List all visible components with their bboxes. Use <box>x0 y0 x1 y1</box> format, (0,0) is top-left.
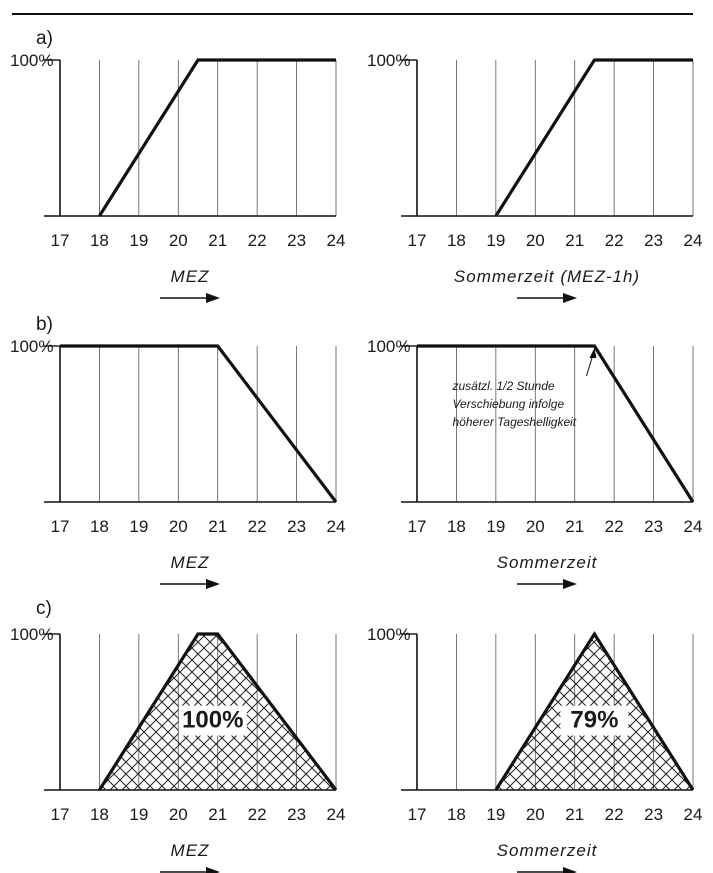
x-tick-label: 19 <box>129 805 148 824</box>
x-tick-label: 22 <box>605 517 624 536</box>
x-tick-label: 19 <box>129 517 148 536</box>
y-label-100: 100% <box>367 625 410 644</box>
data-line <box>496 60 693 216</box>
x-tick-label: 18 <box>447 231 466 250</box>
y-label-100: 100% <box>367 51 410 70</box>
annotation-text: Verschiebung infolge <box>452 397 564 411</box>
x-tick-label: 21 <box>565 805 584 824</box>
x-tick-label: 21 <box>208 805 227 824</box>
arrow-head-icon <box>563 293 577 303</box>
x-tick-label: 22 <box>605 805 624 824</box>
y-label-100: 100% <box>10 51 53 70</box>
x-tick-label: 19 <box>129 231 148 250</box>
x-tick-label: 18 <box>447 805 466 824</box>
panel-label: b) <box>36 314 53 335</box>
x-axis-title: Sommerzeit (MEZ-1h) <box>454 267 640 286</box>
y-label-100: 100% <box>367 337 410 356</box>
panel-label: c) <box>36 598 52 619</box>
arrow-head-icon <box>206 867 220 873</box>
x-tick-label: 21 <box>208 231 227 250</box>
x-tick-label: 17 <box>408 805 427 824</box>
x-axis-title: MEZ <box>171 267 210 286</box>
x-tick-label: 18 <box>90 805 109 824</box>
x-tick-label: 19 <box>486 517 505 536</box>
x-tick-label: 17 <box>51 231 70 250</box>
x-tick-label: 21 <box>565 231 584 250</box>
y-label-100: 100% <box>10 337 53 356</box>
annotation-text: höherer Tageshelligkeit <box>452 415 576 429</box>
x-tick-label: 24 <box>327 517 346 536</box>
arrow-head-icon <box>206 293 220 303</box>
x-tick-label: 24 <box>684 805 703 824</box>
x-tick-label: 20 <box>526 805 545 824</box>
x-tick-label: 23 <box>287 231 306 250</box>
x-tick-label: 20 <box>526 517 545 536</box>
x-tick-label: 22 <box>248 517 267 536</box>
chart-panel: 100% 17 18 19 20 21 22 23 24 Sommerzeit 79% <box>367 625 702 873</box>
x-axis-title: MEZ <box>171 553 210 572</box>
x-tick-label: 21 <box>565 517 584 536</box>
x-tick-label: 17 <box>408 231 427 250</box>
x-tick-label: 18 <box>90 231 109 250</box>
x-tick-label: 20 <box>526 231 545 250</box>
x-tick-label: 24 <box>327 805 346 824</box>
chart-panel: 100% 17 18 19 20 21 22 23 24 MEZ <box>10 51 345 303</box>
x-tick-label: 17 <box>51 517 70 536</box>
area-label: 100% <box>182 707 243 734</box>
x-tick-label: 23 <box>644 517 663 536</box>
x-tick-label: 22 <box>605 231 624 250</box>
x-tick-label: 23 <box>287 517 306 536</box>
x-tick-label: 19 <box>486 805 505 824</box>
x-tick-label: 22 <box>248 805 267 824</box>
area-label: 79% <box>570 707 618 734</box>
arrow-head-icon <box>206 579 220 589</box>
x-axis-title: Sommerzeit <box>497 553 598 572</box>
x-tick-label: 19 <box>486 231 505 250</box>
arrow-head-icon <box>563 579 577 589</box>
x-tick-label: 20 <box>169 231 188 250</box>
x-tick-label: 18 <box>447 517 466 536</box>
annotation-text: zusätzl. 1/2 Stunde <box>451 379 554 393</box>
x-tick-label: 20 <box>169 517 188 536</box>
x-tick-label: 24 <box>684 231 703 250</box>
x-tick-label: 18 <box>90 517 109 536</box>
arrow-head-icon <box>563 867 577 873</box>
chart-panel: 100% 17 18 19 20 21 22 23 24 MEZ 100% <box>10 625 345 873</box>
data-line <box>60 346 336 502</box>
x-tick-label: 24 <box>684 517 703 536</box>
x-axis-title: Sommerzeit <box>497 841 598 860</box>
x-tick-label: 22 <box>248 231 267 250</box>
y-label-100: 100% <box>10 625 53 644</box>
chart-panel: 100% 17 18 19 20 21 22 23 24 Sommerzeit (MEZ-1h) <box>367 51 702 303</box>
x-tick-label: 17 <box>51 805 70 824</box>
chart-panel: 100% 17 18 19 20 21 22 23 24 Sommerzeit zusätzl. 1… <box>367 337 702 589</box>
x-tick-label: 23 <box>644 231 663 250</box>
panels: a) b) c) 100% 17 18 19 20 21 22 23 24 MEZ 100% 17 18 19 2… <box>10 28 702 873</box>
x-tick-label: 17 <box>408 517 427 536</box>
x-tick-label: 20 <box>169 805 188 824</box>
x-tick-label: 21 <box>208 517 227 536</box>
x-tick-label: 23 <box>287 805 306 824</box>
x-axis-title: MEZ <box>171 841 210 860</box>
x-tick-label: 23 <box>644 805 663 824</box>
chart-panel: 100% 17 18 19 20 21 22 23 24 MEZ <box>10 337 345 589</box>
x-tick-label: 24 <box>327 231 346 250</box>
panel-label: a) <box>36 28 53 49</box>
